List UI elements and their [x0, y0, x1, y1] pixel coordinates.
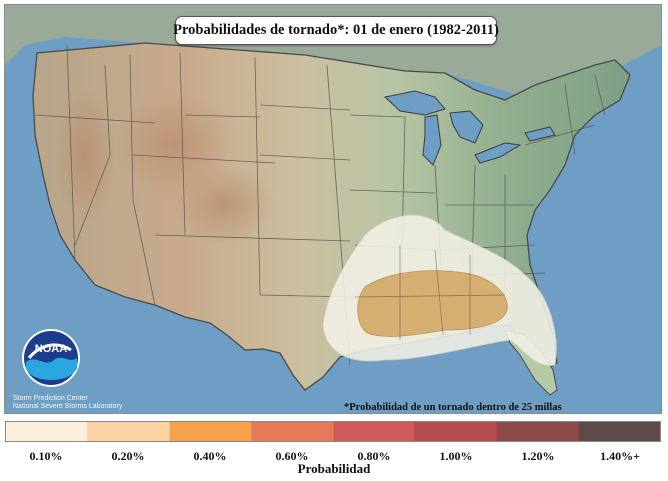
lake-erie — [474, 142, 522, 164]
map-canvas — [5, 5, 661, 413]
lake-michigan — [422, 114, 442, 166]
map-title: Probabilidades de tornado*: 01 de enero … — [173, 16, 499, 45]
credit-line-2: National Severe Storms Laboratory — [13, 403, 123, 410]
canada-land — [5, 5, 661, 100]
sierra-cascades — [55, 85, 115, 225]
legend-swatch — [579, 422, 660, 441]
legend-swatch — [169, 422, 252, 441]
legend-tick-label: 0.80% — [357, 449, 391, 463]
legend-tick-label: 0.40% — [193, 449, 227, 463]
legend-title: Probabilidad — [297, 461, 371, 476]
state-borders-overlay — [354, 245, 506, 340]
colorado-plateau — [175, 165, 275, 245]
noaa-logo: NOAA — [22, 329, 80, 387]
legend-tick-label: 0.60% — [275, 449, 309, 463]
lake-huron — [449, 110, 484, 144]
footnote: *Probabilidad de un tornado dentro de 25… — [344, 402, 562, 413]
legend-swatch — [251, 422, 334, 441]
legend-swatch — [87, 422, 170, 441]
legend-tick-label: 1.40%+ — [600, 449, 640, 463]
lake-superior — [383, 90, 446, 116]
legend-color-bar — [5, 421, 661, 442]
legend-swatch — [497, 422, 580, 441]
tornado-probability-map: Probabilidades de tornado*: 01 de enero … — [4, 4, 662, 414]
legend-tick-label: 1.20% — [521, 449, 555, 463]
legend-tick-label: 1.00% — [439, 449, 473, 463]
legend-swatch — [333, 422, 416, 441]
legend-tick-label: 0.20% — [111, 449, 145, 463]
credit-text: Storm Prediction Center National Severe … — [13, 395, 122, 411]
legend-tick-label: 0.10% — [29, 449, 63, 463]
noaa-logo-text: NOAA — [35, 343, 67, 355]
legend-swatch — [6, 422, 88, 441]
legend-swatch — [415, 422, 498, 441]
credit-line-1: Storm Prediction Center — [13, 395, 88, 402]
lake-ontario — [524, 126, 556, 142]
